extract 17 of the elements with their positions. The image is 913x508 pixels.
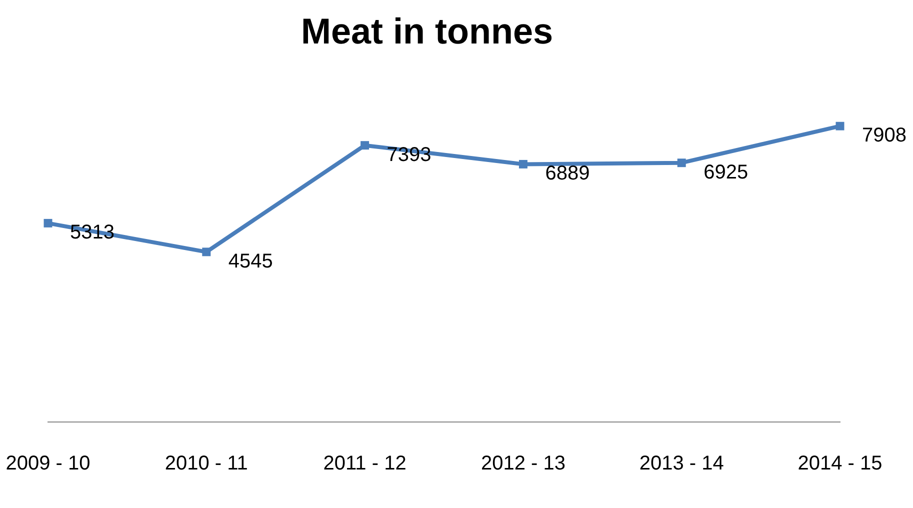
data-label: 4545 <box>228 250 273 272</box>
x-tick-label: 2011 - 12 <box>323 452 406 475</box>
x-tick-label: 2010 - 11 <box>164 452 248 475</box>
point <box>677 158 686 168</box>
point <box>836 122 844 130</box>
chart-title: Meat in tonnes <box>300 10 554 52</box>
x-tick-label: 2009 - 10 <box>6 452 90 475</box>
x-tick-label: 2013 - 14 <box>639 452 724 475</box>
data-label: 6925 <box>704 161 748 184</box>
point <box>518 160 528 168</box>
point <box>202 248 211 256</box>
x-tick-label: 2012 - 13 <box>480 452 566 475</box>
data-label: 7908 <box>862 124 906 147</box>
data-label: 6889 <box>545 162 590 185</box>
x-tick-label: 2014 - 15 <box>798 452 882 475</box>
point <box>360 141 370 150</box>
point <box>44 218 52 228</box>
